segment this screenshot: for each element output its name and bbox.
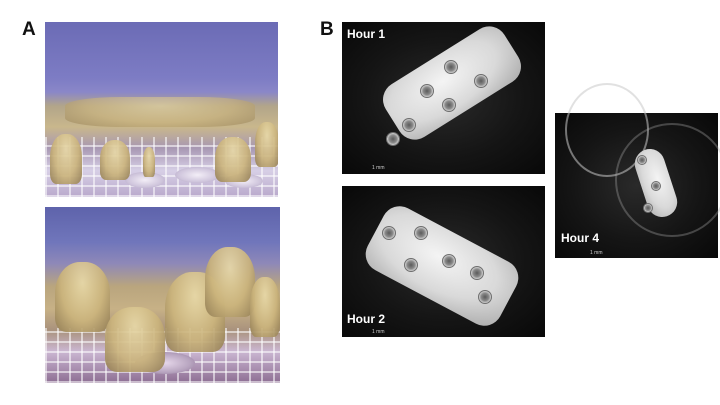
coral-polyp bbox=[470, 266, 484, 280]
micrograph-hour-4: Hour 4 1 mm bbox=[555, 83, 720, 258]
coral-polyp bbox=[643, 203, 653, 213]
coral-polyp bbox=[637, 155, 647, 165]
coral-fragment bbox=[215, 137, 251, 182]
scale-bar-label: 1 mm bbox=[372, 329, 385, 335]
panel-a-label: A bbox=[22, 19, 36, 40]
coral-polyp bbox=[386, 132, 400, 146]
coral-fragment bbox=[100, 140, 130, 180]
coral-fragment bbox=[376, 19, 528, 147]
micrograph-hour-2: Hour 2 1 mm bbox=[342, 186, 545, 337]
coral-polyp bbox=[474, 74, 488, 88]
scale-bar-label: 1 mm bbox=[590, 250, 603, 256]
coral-polyp bbox=[444, 60, 458, 74]
coral-row-background bbox=[65, 97, 255, 127]
coral-fragment bbox=[143, 147, 155, 177]
coral-fragment bbox=[55, 262, 110, 332]
coral-fragment bbox=[255, 122, 278, 167]
scale-bar-label: 1 mm bbox=[372, 165, 385, 171]
hour-label: Hour 2 bbox=[347, 312, 386, 326]
coral-fragment bbox=[50, 134, 82, 184]
coral-polyp bbox=[442, 98, 456, 112]
coral-polyp bbox=[402, 118, 416, 132]
coral-tank-photo-top bbox=[45, 22, 278, 197]
coral-fragment bbox=[205, 247, 255, 317]
coral-fragment bbox=[105, 307, 165, 372]
coral-tank-photo-bottom bbox=[45, 207, 280, 383]
coral-polyp bbox=[478, 290, 492, 304]
hour-label: Hour 1 bbox=[347, 27, 386, 41]
micrograph-hour-1: Hour 1 1 mm bbox=[342, 19, 545, 174]
coral-fragment bbox=[250, 277, 280, 337]
coral-polyp bbox=[651, 181, 661, 191]
panel-b-label: B bbox=[320, 19, 334, 40]
coral-polyp bbox=[420, 84, 434, 98]
tubing bbox=[615, 123, 720, 237]
coral-polyp bbox=[404, 258, 418, 272]
coral-plug bbox=[125, 172, 165, 188]
coral-polyp bbox=[442, 254, 456, 268]
coral-polyp bbox=[414, 226, 428, 240]
coral-polyp bbox=[382, 226, 396, 240]
hour-label: Hour 4 bbox=[561, 231, 600, 245]
coral-plug bbox=[175, 167, 220, 183]
